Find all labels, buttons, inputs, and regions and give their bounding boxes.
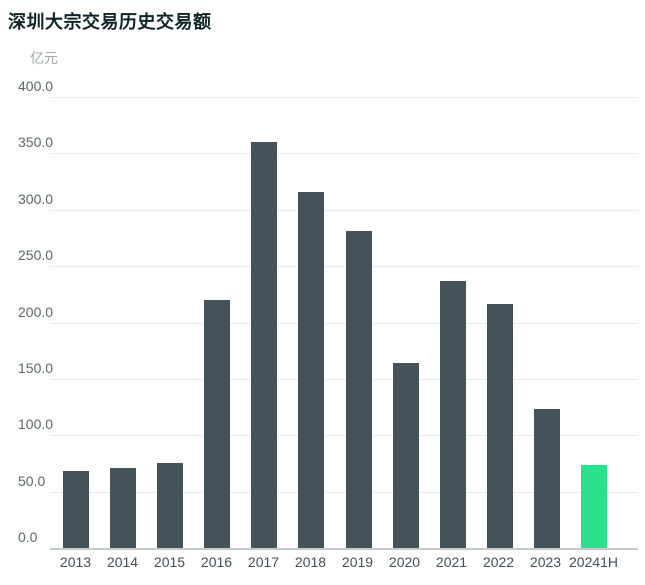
gridline xyxy=(50,97,638,98)
gridline xyxy=(50,378,638,380)
bar-slot xyxy=(335,97,382,548)
bar-slot xyxy=(571,97,618,548)
x-tick-slot: 2023 xyxy=(522,554,569,572)
x-tick-label: 2020 xyxy=(388,554,421,570)
x-tick-label: 2015 xyxy=(153,554,186,570)
gridline xyxy=(50,209,638,211)
x-tick-slot: 20241H xyxy=(569,554,618,572)
x-tick-slot: 2017 xyxy=(240,554,287,572)
x-tick-slot: 2015 xyxy=(146,554,193,572)
bar-2015 xyxy=(156,463,183,548)
bar-slot xyxy=(146,97,193,548)
x-tick-slot: 2022 xyxy=(475,554,522,572)
bar-2020 xyxy=(392,363,419,548)
x-tick-label: 2017 xyxy=(247,554,280,570)
x-axis-tick-labels: 2013 2014 2015 2016 2017 2018 2019 2020 2021 2022… xyxy=(52,554,618,572)
x-tick-label: 2018 xyxy=(294,554,327,570)
x-tick-slot: 2020 xyxy=(381,554,428,572)
bar-2021 xyxy=(439,280,466,548)
bar-slot xyxy=(99,97,146,548)
x-tick-label: 20241H xyxy=(569,554,619,570)
bar-2023 xyxy=(534,409,561,548)
x-tick-slot: 2018 xyxy=(287,554,334,572)
x-tick-label: 2021 xyxy=(435,554,468,570)
y-tick-label: 150.0 xyxy=(18,359,54,376)
x-tick-label: 2023 xyxy=(529,554,562,570)
bar-slot xyxy=(241,97,288,548)
y-tick-label: 0.0 xyxy=(18,529,38,545)
bar-2018 xyxy=(298,191,325,548)
bar-2017 xyxy=(251,142,278,548)
bar-2016 xyxy=(204,299,231,548)
gridline xyxy=(50,435,638,437)
x-tick-label: 2022 xyxy=(482,554,515,570)
y-tick-label: 300.0 xyxy=(18,190,54,207)
bar-slot xyxy=(429,97,476,548)
bar-2014 xyxy=(109,467,136,548)
y-tick-label: 50.0 xyxy=(18,472,46,489)
gridline xyxy=(50,266,638,268)
y-tick-label: 350.0 xyxy=(18,134,54,151)
x-tick-slot: 2021 xyxy=(428,554,475,572)
y-tick-label: 100.0 xyxy=(18,416,54,433)
x-tick-label: 2013 xyxy=(59,554,92,570)
y-axis-unit-label: 亿元 xyxy=(30,50,58,66)
x-axis-baseline xyxy=(50,548,638,550)
y-tick-label: 250.0 xyxy=(18,247,54,264)
plot-area xyxy=(50,97,638,550)
x-tick-slot: 2013 xyxy=(52,554,99,572)
bar-slot xyxy=(382,97,429,548)
bar-2022 xyxy=(487,304,514,548)
bar-2019 xyxy=(345,231,372,548)
x-tick-label: 2019 xyxy=(341,554,374,570)
x-tick-label: 2014 xyxy=(106,554,139,570)
bar-slot xyxy=(52,97,99,548)
x-tick-slot: 2019 xyxy=(334,554,381,572)
bar-slot xyxy=(194,97,241,548)
x-tick-slot: 2014 xyxy=(99,554,146,572)
bars-layer xyxy=(52,97,618,548)
bar-slot xyxy=(477,97,524,548)
x-tick-slot: 2016 xyxy=(193,554,240,572)
y-tick-label: 200.0 xyxy=(18,303,54,320)
chart-title: 深圳大宗交易历史交易额 xyxy=(8,12,212,32)
gridline xyxy=(50,322,638,324)
gridline xyxy=(50,153,638,155)
bar-2013 xyxy=(62,471,89,548)
bar-20241H xyxy=(581,464,608,548)
x-tick-label: 2016 xyxy=(200,554,233,570)
y-tick-label: 400.0 xyxy=(18,78,54,94)
gridline xyxy=(50,491,638,493)
bar-slot xyxy=(524,97,571,548)
bar-slot xyxy=(288,97,335,548)
